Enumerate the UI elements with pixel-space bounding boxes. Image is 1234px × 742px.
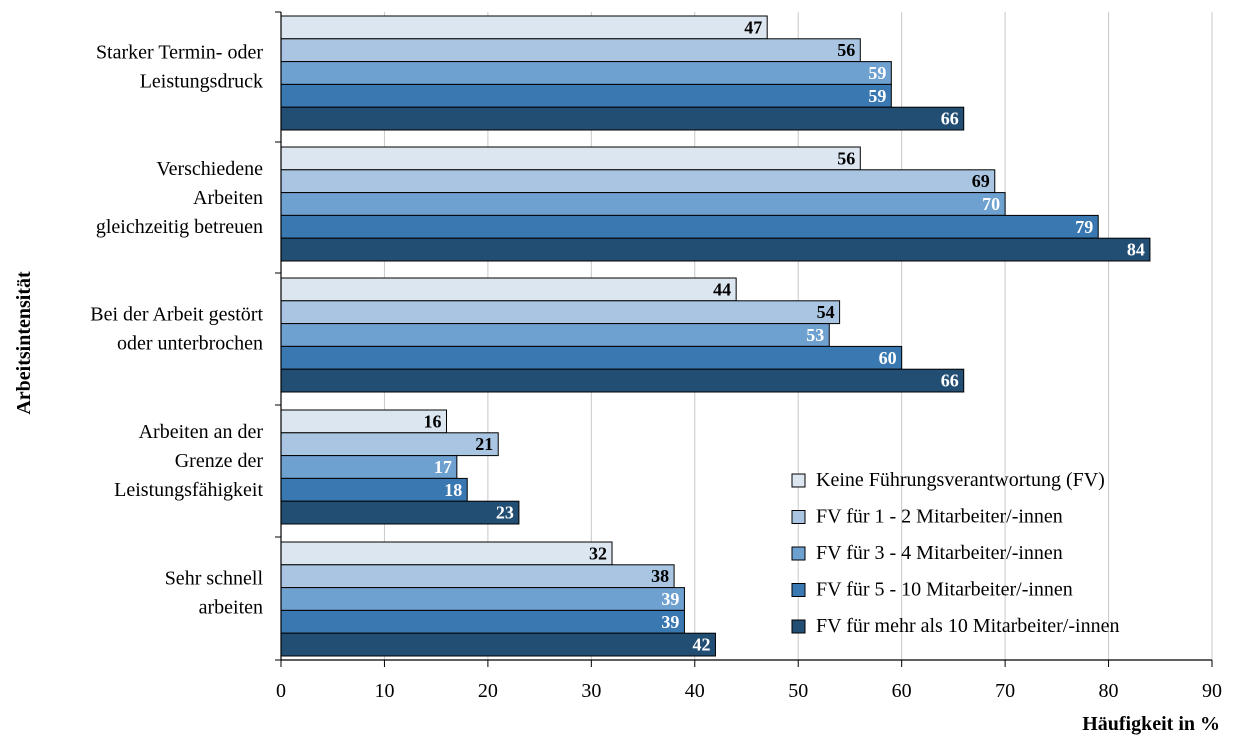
bar bbox=[280, 500, 520, 525]
bar bbox=[280, 38, 861, 63]
category-label: Sehr schnell arbeiten bbox=[165, 568, 264, 619]
bar-value-label: 18 bbox=[444, 480, 462, 500]
category-label: Arbeiten an der Grenze der Leistungsfähigk… bbox=[114, 421, 263, 501]
bar bbox=[280, 83, 892, 108]
legend-entry: FV für mehr als 10 Mitarbeiter/-innen bbox=[816, 615, 1119, 637]
legend-entry: Keine Führungsverantwortung (FV) bbox=[816, 469, 1105, 491]
bar-value-label: 44 bbox=[713, 279, 731, 299]
category-label-line: Leistungsfähigkeit bbox=[114, 479, 263, 501]
bar-value-label: 66 bbox=[941, 371, 959, 391]
legend-swatch bbox=[791, 546, 806, 561]
bar-value-label: 70 bbox=[982, 194, 1000, 214]
x-tick-label: 80 bbox=[1099, 680, 1119, 702]
x-tick-label: 20 bbox=[478, 680, 498, 702]
bar-value-label: 59 bbox=[868, 63, 886, 83]
bar bbox=[280, 409, 448, 434]
bar bbox=[280, 345, 903, 370]
bar-value-label: 17 bbox=[434, 457, 452, 477]
legend-swatch bbox=[791, 583, 806, 597]
bar bbox=[280, 609, 685, 634]
category-label-line: Arbeiten bbox=[193, 187, 263, 209]
legend-entry: FV für 5 - 10 Mitarbeiter/-innen bbox=[816, 579, 1073, 601]
axes bbox=[275, 11, 1213, 667]
bar-value-label: 60 bbox=[879, 348, 897, 368]
bar bbox=[280, 146, 861, 171]
legend-swatch bbox=[791, 619, 806, 634]
bar bbox=[280, 368, 965, 393]
x-tick-labels: 0 10 20 30 40 50 60 70 80 90 bbox=[276, 680, 1222, 702]
category-label-line: Starker Termin- oder bbox=[96, 42, 263, 64]
bars: 47 56 59 59 66 56 69 70 79 84 44 54 53 60 66 16 21 17 18 23… bbox=[280, 15, 1151, 657]
x-tick-label: 90 bbox=[1202, 680, 1222, 702]
bar-value-label: 47 bbox=[744, 17, 762, 37]
category-label-line: arbeiten bbox=[199, 597, 263, 619]
x-tick-label: 10 bbox=[374, 680, 394, 702]
category-label-line: Leistungsdruck bbox=[140, 71, 263, 93]
bar-value-label: 23 bbox=[496, 503, 514, 523]
bar bbox=[280, 323, 830, 347]
bar-value-label: 59 bbox=[868, 86, 886, 106]
bar bbox=[280, 192, 1006, 216]
bar bbox=[280, 432, 499, 457]
category-label-line: oder unterbrochen bbox=[117, 333, 263, 355]
x-tick-label: 30 bbox=[581, 680, 601, 702]
bar bbox=[280, 477, 468, 502]
bar bbox=[280, 300, 841, 325]
bar bbox=[280, 237, 1151, 262]
bar-value-label: 39 bbox=[661, 589, 679, 609]
bar bbox=[280, 564, 675, 589]
bar bbox=[280, 277, 737, 302]
category-label-line: gleichzeitig betreuen bbox=[96, 216, 263, 238]
category-labels: Starker Termin- oder Leistungsdruck Versch… bbox=[90, 42, 263, 619]
bar-value-label: 56 bbox=[837, 40, 855, 60]
category-label: Verschiedene Arbeiten gleichzeitig betreue… bbox=[96, 158, 263, 238]
bar bbox=[280, 106, 965, 131]
x-tick-label: 70 bbox=[995, 680, 1015, 702]
bar-value-label: 39 bbox=[661, 612, 679, 632]
bar-value-label: 32 bbox=[589, 543, 607, 563]
bar bbox=[280, 61, 892, 85]
bar-value-label: 21 bbox=[475, 434, 493, 454]
x-axis-title: Häufigkeit in % bbox=[1082, 713, 1220, 735]
legend: Keine Führungsverantwortung (FV) FV für 1… bbox=[791, 469, 1119, 637]
bar bbox=[280, 587, 685, 611]
category-label-line: Sehr schnell bbox=[165, 568, 264, 590]
category-label: Bei der Arbeit gestört oder unterbrochen bbox=[90, 304, 263, 355]
bar bbox=[280, 15, 768, 40]
bar bbox=[280, 214, 1099, 239]
bar-value-label: 38 bbox=[651, 566, 669, 586]
bar bbox=[280, 541, 613, 566]
category-label-line: Grenze der bbox=[175, 450, 264, 472]
bar-value-label: 53 bbox=[806, 325, 824, 345]
category-label-line: Bei der Arbeit gestört bbox=[90, 304, 263, 326]
bar-value-label: 16 bbox=[424, 411, 442, 431]
category-label: Starker Termin- oder Leistungsdruck bbox=[96, 42, 263, 93]
bar-value-label: 66 bbox=[941, 109, 959, 129]
bar-value-label: 79 bbox=[1075, 217, 1093, 237]
category-label-line: Verschiedene bbox=[156, 158, 263, 180]
bar-value-label: 84 bbox=[1127, 240, 1145, 260]
bar-value-label: 54 bbox=[817, 302, 835, 322]
x-tick-label: 50 bbox=[788, 680, 808, 702]
bar-value-label: 42 bbox=[692, 635, 710, 655]
bar bbox=[280, 169, 996, 194]
x-tick-label: 0 bbox=[276, 680, 286, 702]
bar-value-label: 69 bbox=[972, 171, 990, 191]
bar bbox=[280, 455, 458, 479]
legend-entry: FV für 1 - 2 Mitarbeiter/-innen bbox=[816, 506, 1063, 528]
x-tick-label: 40 bbox=[685, 680, 705, 702]
legend-entry: FV für 3 - 4 Mitarbeiter/-innen bbox=[816, 542, 1063, 564]
legend-swatch bbox=[791, 510, 806, 524]
legend-swatch bbox=[791, 473, 806, 488]
y-axis-title: Arbeitsintensität bbox=[13, 271, 35, 415]
bar bbox=[280, 632, 716, 657]
category-label-line: Arbeiten an der bbox=[139, 421, 264, 443]
bar-value-label: 56 bbox=[837, 148, 855, 168]
x-tick-label: 60 bbox=[892, 680, 912, 702]
